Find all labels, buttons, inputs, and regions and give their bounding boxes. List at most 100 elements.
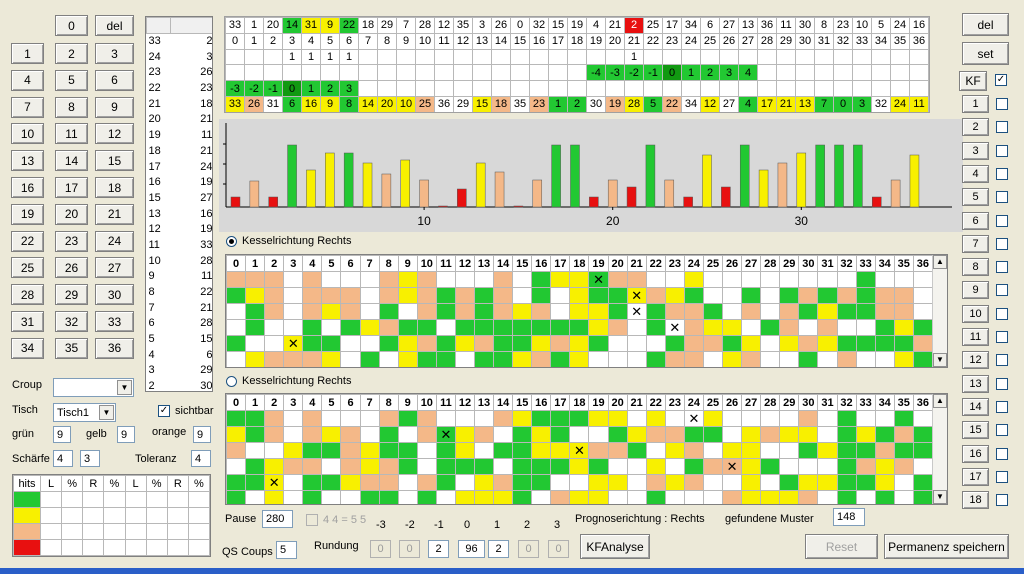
grid-cell[interactable]	[780, 368, 799, 369]
grid-cell[interactable]	[302, 271, 323, 288]
grid-cell[interactable]	[321, 303, 342, 320]
grid-cell[interactable]	[664, 458, 685, 475]
grid-cell[interactable]	[302, 458, 323, 475]
key-21[interactable]: 21	[95, 203, 134, 225]
grid-cell[interactable]	[874, 271, 895, 288]
grid-cell[interactable]	[893, 442, 914, 459]
right-key-17[interactable]: 17	[962, 467, 989, 486]
grid-cell[interactable]	[588, 351, 609, 367]
right-key-9[interactable]: 9	[962, 281, 989, 300]
key-20[interactable]: 20	[55, 203, 88, 225]
grid-cell[interactable]	[741, 490, 762, 504]
scroll-down-icon[interactable]: ▼	[933, 490, 947, 504]
grid-cell[interactable]	[512, 442, 533, 459]
grid-cell[interactable]	[359, 410, 380, 427]
key-36[interactable]: 36	[95, 337, 134, 359]
grid-cell-marked[interactable]: ✕	[435, 426, 456, 443]
grid-cell[interactable]	[454, 442, 476, 459]
grid-cell[interactable]	[779, 319, 800, 336]
grid-cell[interactable]	[817, 426, 838, 443]
key-24[interactable]: 24	[95, 230, 134, 252]
grid-cell[interactable]	[912, 410, 934, 427]
grid-cell[interactable]	[607, 351, 628, 367]
grid-cell[interactable]	[302, 351, 323, 367]
grid-cell[interactable]	[435, 490, 456, 504]
grid-cell[interactable]	[321, 474, 342, 491]
grid-cell[interactable]	[683, 474, 704, 491]
grid-cell[interactable]	[817, 319, 838, 336]
grid-cell[interactable]	[227, 368, 246, 369]
grid-cell[interactable]	[474, 303, 495, 320]
grid-cell[interactable]	[760, 426, 781, 443]
grid-cell[interactable]	[416, 490, 437, 504]
grid-cell[interactable]	[645, 271, 666, 288]
grid-cell[interactable]	[855, 410, 876, 427]
right-key-5[interactable]: 5	[962, 188, 989, 207]
schaerfe-input-2[interactable]: 3	[80, 450, 100, 467]
tisch-select[interactable]: Tisch1 ▼	[53, 403, 116, 422]
grid-cell[interactable]	[817, 351, 838, 367]
grid-cell[interactable]	[722, 351, 743, 367]
grid-cell[interactable]	[760, 303, 781, 320]
key-5[interactable]: 5	[55, 69, 88, 91]
grid-cell[interactable]	[626, 410, 647, 427]
grid-cell[interactable]	[321, 351, 342, 367]
grid-cell[interactable]	[397, 351, 418, 367]
grid-cell[interactable]	[226, 319, 247, 336]
grid-cell[interactable]	[302, 319, 323, 336]
grid-cell[interactable]	[226, 490, 247, 504]
grid-cell[interactable]	[817, 410, 838, 427]
grid-cell[interactable]	[855, 426, 876, 443]
grid-cell[interactable]	[474, 490, 495, 504]
grid-cell[interactable]	[302, 287, 323, 304]
grid-cell[interactable]	[397, 458, 418, 475]
grid-cell[interactable]	[798, 442, 819, 459]
grid-cell[interactable]	[912, 303, 934, 320]
right-key-16[interactable]: 16	[962, 444, 989, 463]
grid-cell[interactable]	[416, 335, 437, 352]
reset-button[interactable]: Reset	[805, 534, 878, 559]
grid-cell[interactable]	[359, 490, 380, 504]
grid-cell[interactable]	[321, 335, 342, 352]
grid-cell[interactable]	[702, 303, 724, 320]
grid-cell[interactable]	[569, 287, 590, 304]
grid-cell[interactable]	[626, 351, 647, 367]
grid-cell[interactable]	[397, 474, 418, 491]
grid-cell[interactable]	[607, 287, 628, 304]
grid-cell[interactable]	[226, 271, 247, 288]
chevron-down-icon[interactable]: ▼	[99, 405, 114, 420]
scrollbar-grid-2[interactable]: ▲ ▼	[932, 394, 947, 504]
grid-cell[interactable]	[741, 319, 762, 336]
key-29[interactable]: 29	[55, 284, 88, 306]
grid-cell[interactable]	[569, 271, 590, 288]
grid-cell[interactable]	[341, 368, 360, 369]
grid-cell[interactable]	[454, 458, 476, 475]
grid-cell[interactable]	[245, 303, 266, 320]
grid-cell[interactable]	[397, 335, 418, 352]
grid-cell[interactable]	[855, 351, 876, 367]
grid-cell[interactable]	[645, 351, 666, 367]
grid-cell[interactable]	[912, 426, 934, 443]
grid-cell[interactable]	[702, 287, 724, 304]
grid-cell[interactable]	[702, 458, 724, 475]
grid-cell[interactable]	[435, 335, 456, 352]
grid-cell[interactable]	[626, 442, 647, 459]
grid-cell[interactable]	[665, 368, 684, 369]
grid-cell-marked[interactable]: ✕	[626, 303, 647, 320]
grid-cell[interactable]	[435, 351, 456, 367]
grid-cell[interactable]	[550, 490, 571, 504]
grid-cell[interactable]	[226, 287, 247, 304]
grid-cell[interactable]	[779, 442, 800, 459]
grid-cell[interactable]	[893, 410, 914, 427]
grid-cell[interactable]	[302, 442, 323, 459]
grid-cell[interactable]	[283, 490, 304, 504]
grid-cell[interactable]	[569, 410, 590, 427]
grid-cell[interactable]	[588, 474, 609, 491]
grid-cell[interactable]	[855, 335, 876, 352]
grid-cell[interactable]	[302, 426, 323, 443]
scrollbar-grid-1[interactable]: ▲ ▼	[932, 255, 947, 367]
grid-cell[interactable]	[550, 351, 571, 367]
grid-cell[interactable]	[893, 271, 914, 288]
grid-cell[interactable]	[913, 368, 932, 369]
grid-cell[interactable]	[340, 490, 361, 504]
